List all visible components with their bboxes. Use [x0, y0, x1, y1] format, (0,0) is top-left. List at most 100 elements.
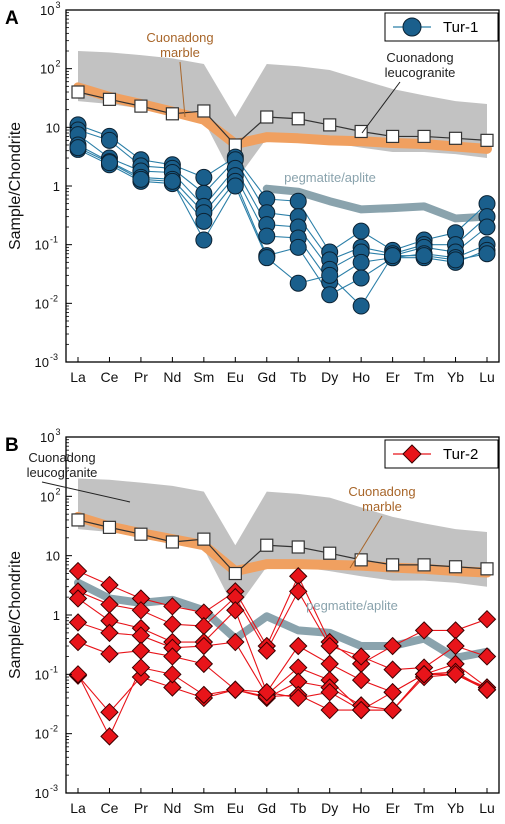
marble-annotation: Cuonadong marble	[348, 484, 415, 514]
sample-point	[447, 251, 465, 269]
x-tick-label: Gd	[257, 800, 276, 816]
legend-marker	[402, 444, 422, 464]
leucogranite-mean-point	[291, 112, 305, 126]
leucogranite-pointer	[41, 481, 131, 503]
leucogranite-mean-point	[417, 558, 431, 572]
x-tick-label: Ce	[101, 369, 119, 385]
sample-point	[321, 286, 339, 304]
leucogranite-mean-point	[134, 99, 148, 113]
sample-point	[383, 700, 402, 720]
x-tick-label: Tb	[290, 369, 307, 385]
marble-pointer	[349, 515, 383, 569]
sample-point	[195, 231, 213, 249]
x-tick-label: Ho	[352, 369, 370, 385]
sample-point	[352, 269, 370, 287]
sample-point	[226, 680, 245, 699]
sample-point	[194, 685, 214, 705]
legend: Tur-1	[384, 12, 499, 42]
x-tick-label: Dy	[321, 800, 338, 816]
y-axis-title: Sample/Chondrite	[7, 551, 24, 679]
leucogranite-mean-point	[260, 538, 274, 552]
sample-point	[100, 575, 119, 595]
sample-point	[446, 665, 465, 684]
sample-point	[289, 238, 307, 256]
y-tick-label-base: 10	[35, 727, 49, 742]
panel-letter: B	[5, 435, 19, 456]
leucogranite-range-band	[78, 51, 487, 182]
sample-point	[320, 636, 339, 656]
pegmatite-aplite-line	[262, 184, 491, 223]
sample-point	[477, 609, 497, 629]
y-tick-label-base: 10	[35, 238, 49, 253]
y-tick-label-exponent: -1	[50, 235, 58, 245]
sample-point	[163, 665, 182, 684]
sample-point	[100, 131, 118, 149]
sample-point	[163, 172, 181, 190]
x-tick-label: Dy	[321, 369, 338, 385]
sample-point	[131, 667, 151, 687]
y-tick-label-base: 10	[40, 430, 54, 445]
sample-point	[163, 597, 182, 616]
sample-point	[351, 647, 371, 666]
x-tick-label: Yb	[447, 800, 464, 816]
y-tick-label-exponent: 2	[56, 486, 61, 496]
sample-point	[195, 212, 213, 230]
leucogranite-mean-point	[448, 560, 463, 574]
sample-point	[477, 680, 497, 699]
sample-point	[257, 682, 276, 702]
x-tick-label: Nd	[163, 369, 181, 385]
sample-point	[195, 168, 213, 186]
x-axis: La Ce Pr Nd Sm Eu Gd Tb Dy Ho Er Tm Yb Lu	[70, 788, 495, 816]
y-tick-label-exponent: -2	[50, 724, 58, 734]
sample-point	[100, 702, 119, 722]
sample-point	[258, 249, 276, 267]
sample-point	[194, 636, 214, 656]
x-tick-label: Sm	[193, 800, 214, 816]
sample-point	[100, 644, 119, 664]
legend-marker	[402, 17, 422, 37]
leucogranite-mean-point	[480, 562, 494, 576]
sample-point	[415, 247, 433, 265]
sample-point	[289, 192, 307, 210]
y-tick-label-base: 10	[35, 667, 49, 682]
y-tick-label-base: 10	[40, 62, 54, 77]
x-tick-label: Eu	[227, 800, 244, 816]
leucogranite-mean-point	[165, 535, 179, 549]
y-tick-label-exponent: -3	[50, 352, 58, 362]
leucogranite-mean-point	[386, 129, 400, 144]
sample-point	[351, 670, 371, 690]
plot-area	[68, 478, 497, 746]
sample-point	[383, 660, 402, 679]
legend-label: Tur-1	[443, 19, 478, 36]
y-tick-label-exponent: 3	[56, 427, 61, 437]
sample-point	[414, 621, 434, 640]
y-tick-label-base: 10	[40, 3, 54, 18]
sample-point	[132, 170, 150, 188]
y-tick-label-exponent: -1	[50, 664, 58, 674]
sample-point	[414, 665, 434, 684]
x-tick-label: La	[70, 800, 86, 816]
leucogranite-mean-point	[354, 124, 368, 139]
x-tick-label: Pr	[134, 369, 148, 385]
legend-label: Tur-2	[443, 446, 478, 463]
leucogranite-pointer	[361, 81, 401, 134]
sample-point	[258, 227, 276, 245]
x-tick-label: Yb	[447, 369, 464, 385]
x-tick-label: Ce	[101, 800, 119, 816]
marble-pointer	[179, 61, 186, 118]
x-tick-label: Tm	[414, 369, 434, 385]
leucogranite-mean-point	[354, 553, 368, 567]
panel-letter: A	[5, 8, 19, 29]
sample-point	[384, 247, 402, 265]
x-tick-label: Ho	[352, 800, 370, 816]
y-tick-label-exponent: 3	[56, 0, 61, 10]
leucogranite-mean-point	[228, 566, 242, 581]
plot-area	[69, 51, 496, 315]
leucogranite-mean-point	[102, 92, 117, 106]
y-tick-label: 1	[53, 608, 60, 623]
leucogranite-range-band	[78, 478, 487, 611]
marble-annotation: Cuonadong marble	[146, 30, 213, 60]
